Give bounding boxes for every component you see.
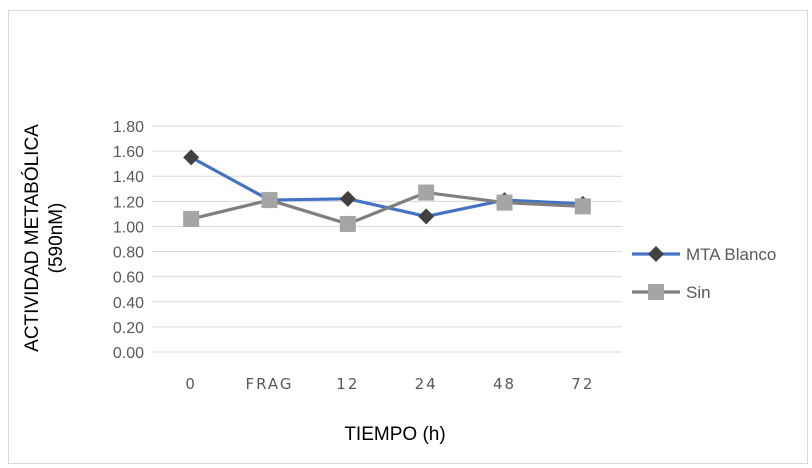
legend-label: Sin <box>686 283 711 302</box>
series-line-2 <box>190 190 583 226</box>
x-tick-label: 24 <box>415 375 438 393</box>
legend-marker <box>648 246 664 262</box>
x-tick-labels: 0 FRAG 12 24 48 72 <box>185 375 594 393</box>
y-tick-label: 0.00 <box>113 345 144 362</box>
data-point <box>183 149 200 166</box>
data-point <box>418 184 435 201</box>
y-tick-label: 1.60 <box>113 144 144 161</box>
gridlines <box>152 125 622 353</box>
data-point <box>418 208 435 225</box>
y-tick-label: 1.40 <box>113 169 144 186</box>
y-tick-label: 1.00 <box>113 219 144 236</box>
y-tick-label: 0.20 <box>113 320 144 337</box>
data-point <box>261 192 278 209</box>
data-point <box>496 194 513 211</box>
legend-label: MTA Blanco <box>686 245 776 264</box>
y-tick-label: 0.60 <box>113 270 144 287</box>
y-axis-title-unit: (590nM) <box>46 203 67 274</box>
legend-marker <box>648 284 664 300</box>
x-tick-label: 72 <box>571 375 594 393</box>
series-lines <box>183 149 591 232</box>
x-axis-title: TIEMPO (h) <box>344 424 445 445</box>
data-point <box>339 215 356 232</box>
x-tick-label: FRAG <box>245 375 293 393</box>
legend: MTA Blanco Sin <box>632 245 776 302</box>
x-tick-label: 48 <box>493 375 516 393</box>
x-tick-label: 0 <box>185 375 197 393</box>
data-point <box>574 198 591 215</box>
chart-frame <box>8 10 808 464</box>
y-tick-labels: 0.00 0.20 0.40 0.60 0.80 1.00 1.20 1.40 1.60 1.80 <box>113 119 144 362</box>
data-point <box>183 210 200 227</box>
data-point <box>339 190 356 207</box>
y-tick-label: 0.80 <box>113 245 144 262</box>
y-tick-label: 1.20 <box>113 194 144 211</box>
y-tick-label: 0.40 <box>113 295 144 312</box>
x-tick-label: 12 <box>336 375 359 393</box>
y-tick-label: 1.80 <box>113 119 144 136</box>
y-axis-title: ACTIVIDAD METABÓLICA <box>21 124 43 352</box>
